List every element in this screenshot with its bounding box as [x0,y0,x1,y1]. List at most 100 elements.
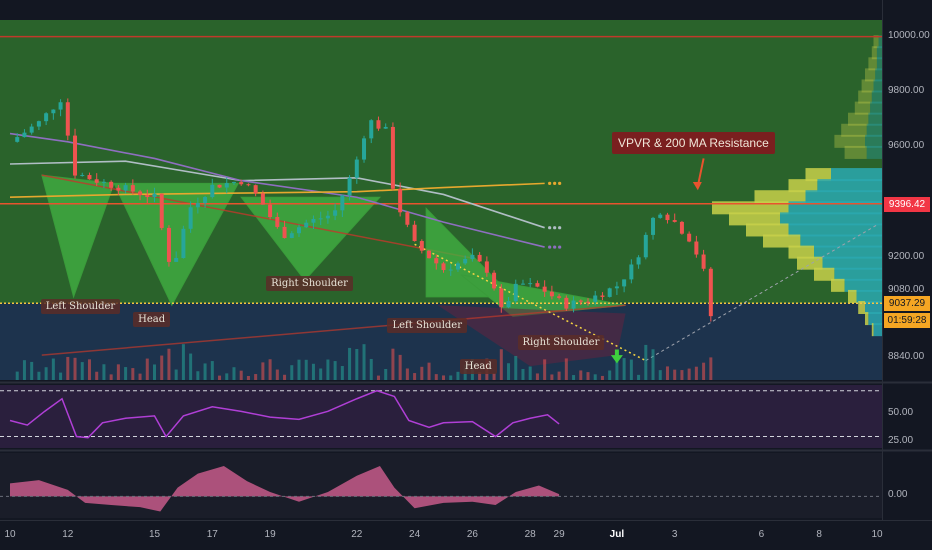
candle-body [405,212,410,225]
time-axis-label: 12 [62,529,74,540]
moving-average-line [9,160,545,229]
time-axis-label: 15 [148,529,161,540]
candle-body [123,185,128,191]
candle-body [101,181,106,183]
candlesticks [15,98,713,322]
candle-body [376,120,381,129]
neckline-right [41,304,626,356]
candle-body [87,175,92,180]
volume-bar [622,358,626,380]
candle-body [354,159,359,178]
candle-body [289,233,294,238]
candle-body [477,254,482,262]
volume-bar [131,368,135,380]
vpvr-sell-bar [870,101,882,115]
recovery-projection-line [645,224,878,362]
vpvr-sell-bar [831,168,882,182]
breakdown-projection-line [414,243,647,362]
candle-body [412,224,417,242]
vpvr-buy-bar [854,101,871,115]
volume-bar [340,366,344,380]
pattern-label: Left Shoulder [387,318,467,333]
volume-bar [507,363,511,380]
pattern-label: Head [459,358,497,374]
volume-bar [405,368,409,380]
candle-body [455,263,460,270]
volume-bar [456,371,460,380]
oscillator-axis-label: 0.00 [888,489,908,501]
volume-bar [304,359,308,380]
volume-bar [189,353,193,380]
candle-body [246,184,251,186]
vpvr-buy-bar [865,312,869,326]
vpvr-buy-bar [797,256,823,270]
volume-bar [702,362,706,380]
candle-body [22,132,27,138]
volume-bar [268,359,272,380]
vpvr-sell-bar [788,201,882,215]
candle-body [448,269,453,271]
volume-bar [420,366,424,380]
volume-bar [369,358,373,380]
candle-body [369,120,374,139]
candle-body [672,220,677,222]
volume-bar [665,366,669,380]
volume-bar [297,359,301,380]
volume-bar [384,368,388,380]
vpvr-sell-bar [873,79,882,93]
volume-bar [109,374,113,380]
candle-body [390,126,395,189]
candle-body [282,226,287,238]
candle-body [434,258,439,264]
vpvr-sell-bar [814,245,882,259]
pattern-left-shoulder-2 [425,207,515,298]
volume-bar [73,357,77,380]
volume-bar [586,372,590,380]
candle-body [73,135,78,176]
vpvr-buy-bar [858,90,872,104]
candle-body [58,102,63,110]
candle-body [51,109,56,114]
candle-body [470,254,475,259]
vpvr-buy-bar [844,145,867,159]
vpvr-buy-bar [848,289,857,303]
vpvr-buy-bar [712,201,789,215]
candle-body [325,215,330,219]
volume-bar [44,367,48,380]
volume-bar [449,375,453,380]
vpvr-buy-bar [858,301,865,314]
volume-bar [637,374,641,380]
candle-body [130,185,135,192]
volume-bar [239,370,243,380]
candle-body [528,283,533,285]
candle-body [629,264,634,280]
vpvr-buy-bar [834,134,865,148]
oscillator-area [10,466,560,512]
candle-body [607,288,612,297]
vpvr-sell-bar [834,267,882,281]
vpvr-sell-bar [865,134,882,148]
candle-body [586,301,590,303]
vpvr-sell-bar [844,278,882,292]
histogram-panel-background [0,453,882,518]
volume-bar [521,368,525,380]
candle-body [398,188,403,213]
volume-bar [579,370,583,380]
candle-body [94,179,99,183]
time-axis-label: 10 [871,529,883,540]
vpvr-buy-bar [763,234,801,248]
volume-bar [550,374,554,380]
candle-body [116,187,121,191]
volume-bar [680,370,684,380]
vpvr-buy-bar [861,79,874,93]
candle-body [44,113,49,122]
moving-average-offset-dot [548,245,552,249]
volume-bar [398,354,402,380]
candle-body [311,218,316,223]
time-axis-label: 10 [4,529,16,540]
volume-bar [15,371,19,380]
candle-body [181,228,186,259]
volume-bar [644,344,648,380]
vpvr-buy-bar [805,168,831,182]
